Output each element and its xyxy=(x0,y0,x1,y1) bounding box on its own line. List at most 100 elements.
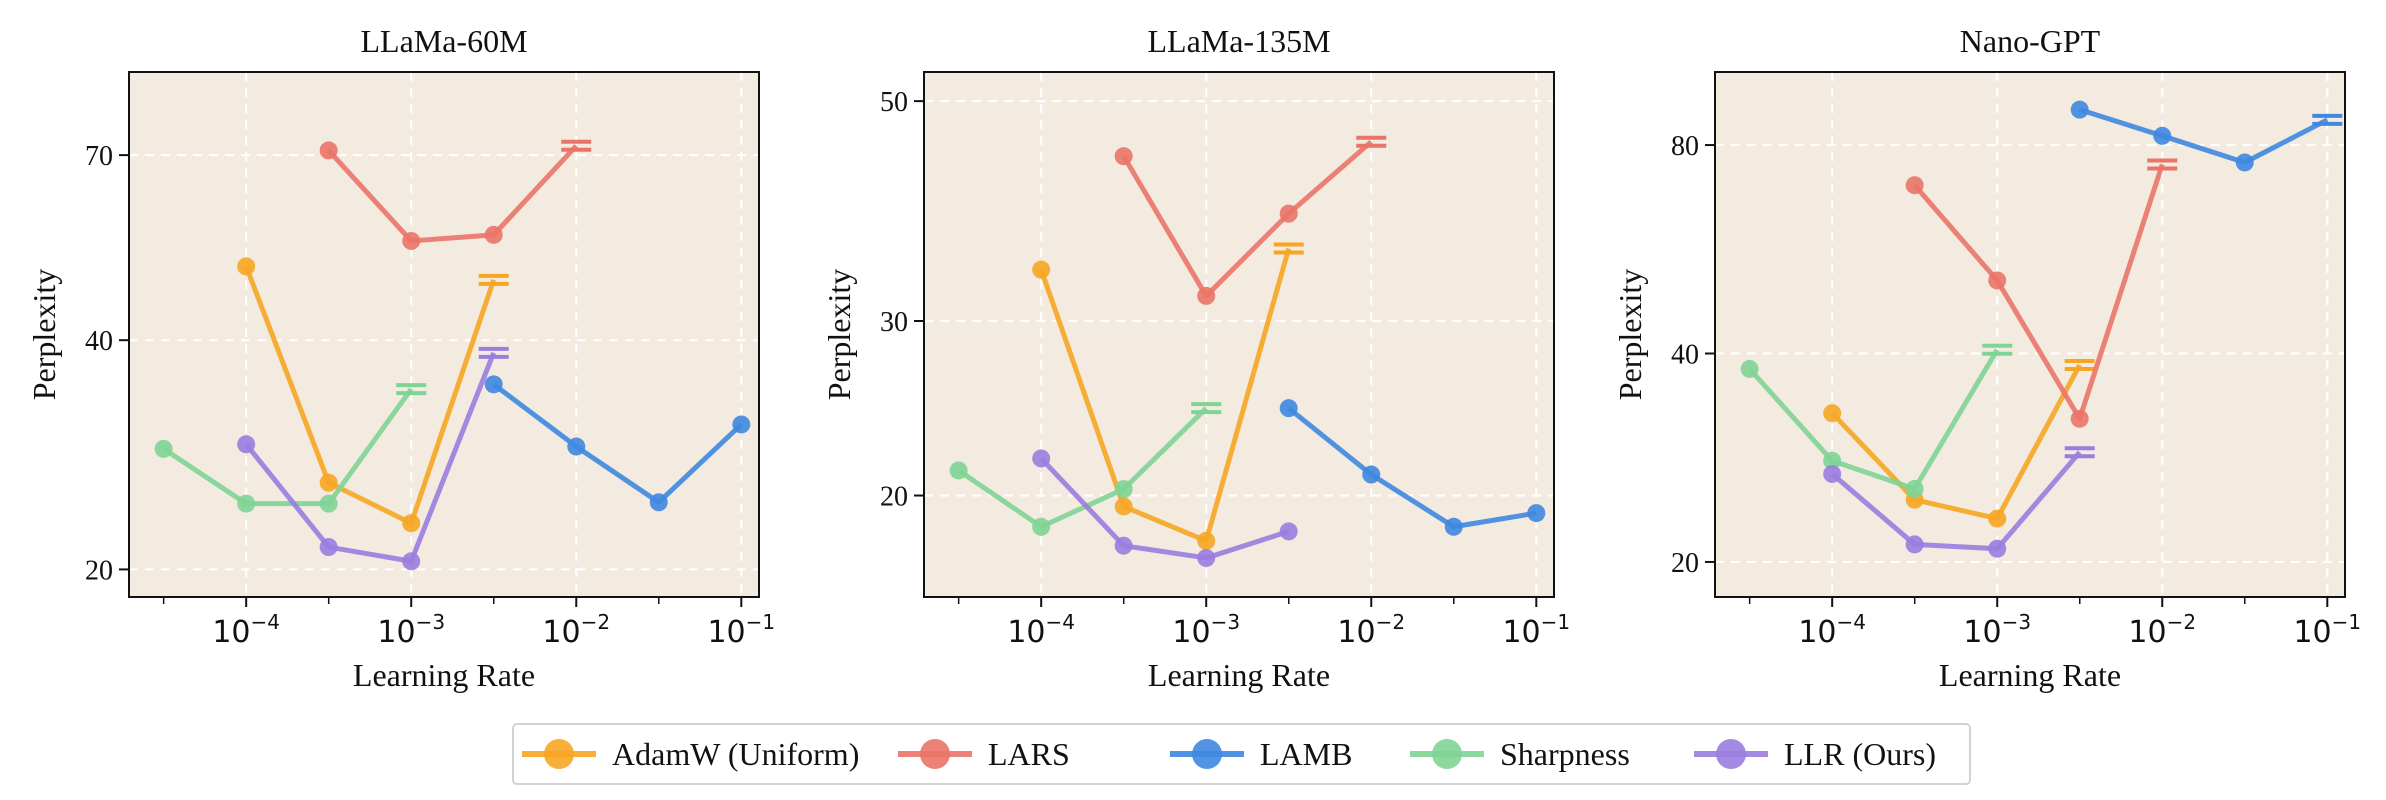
data-point xyxy=(1988,509,2007,528)
legend-marker xyxy=(920,739,950,769)
series-llr-ours xyxy=(1823,446,2095,558)
data-point xyxy=(567,437,586,456)
series-sharpness xyxy=(1740,343,2013,498)
legend-item-lamb: LAMB xyxy=(1170,736,1352,772)
data-point xyxy=(484,375,503,394)
diverged-marker xyxy=(2147,158,2178,171)
x-axis-label: Learning Rate xyxy=(1939,657,2121,693)
series-line xyxy=(162,387,414,507)
y-axis-ticks: 20 40 80 xyxy=(1671,131,1715,579)
data-point xyxy=(319,141,338,160)
legend-label: LLR (Ours) xyxy=(1784,736,1936,772)
y-tick-label: 40 xyxy=(1671,340,1699,371)
subplot-llama-135m: 10−4 10−3 10−2 10−1 20 30 50 LLaMa-135M Learning… xyxy=(821,23,1570,693)
data-point xyxy=(1114,480,1133,499)
legend-item-lars: LARS xyxy=(898,736,1070,772)
y-tick-label: 50 xyxy=(880,87,908,118)
x-tick-label: 10−1 xyxy=(2293,610,2361,650)
series-line xyxy=(1912,163,2165,422)
data-point xyxy=(319,538,338,557)
x-tick-label: 10−3 xyxy=(1172,610,1240,650)
data-point xyxy=(1988,271,2007,290)
series-line xyxy=(2078,107,2329,165)
data-point xyxy=(1114,497,1133,516)
x-tick-label: 10−3 xyxy=(377,610,445,650)
series-line xyxy=(1747,348,2000,492)
x-tick-label: 10−4 xyxy=(1798,610,1866,650)
data-point xyxy=(1114,536,1133,555)
diverged-marker xyxy=(1356,135,1387,148)
diverged-marker xyxy=(2312,113,2343,126)
data-point xyxy=(1988,539,2007,558)
data-point xyxy=(1279,399,1298,418)
legend-marker xyxy=(544,739,574,769)
data-point xyxy=(1740,359,1759,378)
series-sharpness xyxy=(949,402,1222,536)
y-tick-label: 30 xyxy=(880,307,908,338)
series-lars xyxy=(1905,158,2178,428)
data-point xyxy=(1032,517,1051,536)
data-point xyxy=(649,493,668,512)
data-point xyxy=(1823,464,1842,483)
x-axis-label: Learning Rate xyxy=(1148,657,1330,693)
data-point xyxy=(2070,100,2089,119)
x-axis-ticks: 10−4 10−3 10−2 10−1 xyxy=(1748,597,2361,650)
data-point xyxy=(2153,126,2172,145)
legend-marker xyxy=(1432,739,1462,769)
series-line xyxy=(1287,406,1537,530)
x-tick-label: 10−1 xyxy=(1502,610,1570,650)
plot-background xyxy=(924,72,1554,597)
y-axis-ticks: 20 40 70 xyxy=(85,141,129,586)
x-axis-ticks: 10−4 10−3 10−2 10−1 xyxy=(957,597,1570,650)
y-tick-label: 20 xyxy=(880,482,908,513)
data-point xyxy=(949,461,968,480)
data-point xyxy=(1114,147,1133,166)
data-point xyxy=(1032,260,1051,279)
x-axis-ticks: 10−4 10−3 10−2 10−1 xyxy=(162,597,775,650)
legend-marker xyxy=(1716,739,1746,769)
data-point xyxy=(1905,176,1924,195)
y-tick-label: 20 xyxy=(85,555,113,586)
x-tick-label: 10−1 xyxy=(707,610,775,650)
y-axis-label: Perplexity xyxy=(821,269,857,401)
data-point xyxy=(2235,153,2254,172)
series-line xyxy=(1121,139,1373,299)
subplot-nano-gpt: 10−4 10−3 10−2 10−1 20 40 80 Nano-GPT Learning R… xyxy=(1612,23,2361,693)
legend-label: LAMB xyxy=(1260,736,1352,772)
legend-label: Sharpness xyxy=(1500,736,1630,772)
plot-background xyxy=(129,72,759,597)
data-point xyxy=(402,514,421,533)
data-point xyxy=(1444,517,1463,536)
series-llr-ours xyxy=(1032,449,1298,567)
data-point xyxy=(1823,404,1842,423)
plot-frame xyxy=(923,71,1555,598)
x-tick-label: 10−4 xyxy=(1007,610,1075,650)
chart-title: LLaMa-60M xyxy=(360,23,527,59)
plot-frame xyxy=(1714,71,2346,598)
diverged-marker xyxy=(1273,242,1304,255)
series-line xyxy=(326,144,579,244)
series-line xyxy=(957,406,1208,530)
y-tick-label: 80 xyxy=(1671,131,1699,162)
x-tick-label: 10−2 xyxy=(2128,610,2196,650)
series-adamw-uniform xyxy=(237,257,509,533)
y-axis-label: Perplexity xyxy=(26,269,62,401)
subplot-llama-60m: 10−4 10−3 10−2 10−1 20 40 70 LLaMa-60M Learning … xyxy=(26,23,775,693)
diverged-marker xyxy=(1191,402,1222,415)
data-point xyxy=(237,435,256,454)
y-axis-label: Perplexity xyxy=(1612,269,1648,401)
series-lamb xyxy=(2070,100,2343,172)
series-line xyxy=(1039,456,1290,561)
data-point xyxy=(1279,522,1298,541)
subplots: 10−4 10−3 10−2 10−1 20 40 70 LLaMa-60M Learning … xyxy=(26,23,2361,693)
series-line xyxy=(492,382,744,505)
diverged-marker xyxy=(2064,359,2095,372)
data-point xyxy=(1905,479,1924,498)
x-tick-label: 10−2 xyxy=(542,610,610,650)
series-adamw-uniform xyxy=(1032,242,1304,550)
diverged-marker xyxy=(478,346,509,359)
data-point xyxy=(484,225,503,244)
data-point xyxy=(319,494,338,513)
series-lars xyxy=(1114,135,1387,305)
chart-title: LLaMa-135M xyxy=(1147,23,1330,59)
